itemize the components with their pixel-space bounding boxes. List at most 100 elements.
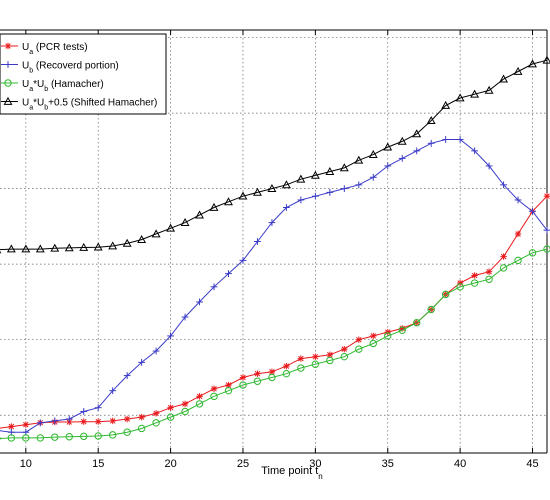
data-point	[94, 404, 102, 412]
data-point	[8, 423, 15, 430]
data-point	[65, 415, 73, 423]
data-point	[542, 55, 550, 64]
data-point	[485, 275, 493, 283]
data-point	[283, 204, 290, 211]
data-point	[485, 268, 493, 275]
data-point	[196, 393, 203, 400]
data-point	[166, 413, 175, 421]
data-point	[80, 432, 88, 441]
data-point	[325, 166, 335, 176]
data-point	[239, 381, 247, 389]
data-point	[210, 385, 218, 392]
data-point	[397, 136, 407, 145]
data-point	[80, 418, 87, 425]
data-point	[369, 339, 377, 348]
data-point	[513, 66, 523, 75]
data-point	[354, 155, 364, 164]
data-point	[456, 279, 464, 287]
data-point	[514, 256, 522, 265]
data-point	[253, 377, 262, 385]
data-point	[254, 238, 261, 245]
data-point	[267, 183, 277, 193]
data-point	[137, 424, 146, 433]
data-point	[64, 243, 74, 252]
data-point	[528, 59, 537, 68]
data-point	[35, 244, 45, 253]
data-point	[543, 192, 550, 200]
data-point	[151, 229, 161, 238]
data-point	[529, 207, 536, 215]
data-point	[311, 192, 319, 200]
data-point	[195, 400, 204, 408]
data-point	[500, 181, 507, 189]
data-point	[455, 93, 465, 102]
data-point	[398, 155, 406, 162]
data-point	[355, 336, 362, 343]
data-point	[109, 417, 116, 425]
data-point	[109, 387, 117, 395]
data-point	[4, 42, 12, 50]
data-point	[311, 360, 320, 368]
data-point	[210, 283, 218, 291]
data-point	[108, 431, 117, 439]
data-point	[441, 290, 450, 299]
series-line	[0, 248, 548, 439]
data-point	[413, 147, 421, 155]
legend-box	[0, 33, 167, 115]
data-point	[138, 358, 146, 366]
data-point	[340, 185, 348, 193]
data-point	[339, 163, 349, 172]
legend-label: Ua*Ub+0.5 (Shifted Hamacher)	[22, 98, 157, 112]
data-point	[296, 174, 306, 183]
x-axis-label: Time point tn	[261, 465, 323, 481]
data-point	[167, 332, 174, 340]
series-pcr-tests	[0, 192, 550, 430]
data-point	[7, 434, 16, 442]
x-tick-label: 15	[92, 458, 104, 470]
data-point	[427, 305, 435, 314]
data-point	[195, 210, 204, 219]
data-point	[297, 355, 305, 362]
data-point	[152, 410, 160, 417]
data-point	[485, 162, 493, 170]
data-point	[297, 196, 305, 204]
data-point	[369, 173, 377, 181]
data-point	[471, 272, 478, 279]
data-point	[152, 419, 160, 427]
data-point	[283, 362, 290, 370]
data-point	[499, 74, 509, 83]
data-point	[355, 181, 363, 189]
data-point	[384, 332, 392, 340]
data-point	[442, 136, 450, 143]
data-point	[471, 147, 479, 155]
data-point	[355, 345, 363, 353]
data-point	[514, 196, 522, 204]
data-point	[224, 197, 233, 206]
data-point	[224, 386, 233, 395]
data-point	[253, 187, 262, 196]
data-point	[268, 219, 276, 227]
series-layer	[0, 55, 550, 442]
legend-entry: Ua*Ub (Hamacher)	[1, 79, 104, 93]
series-recoverd-portion	[0, 136, 550, 436]
x-tick-label: 25	[237, 458, 249, 470]
data-point	[123, 415, 131, 423]
x-tick-label: 40	[454, 458, 466, 470]
data-point	[122, 238, 132, 247]
data-point	[254, 370, 261, 377]
legend-entry: Ua*Ub+0.5 (Shifted Hamacher)	[1, 96, 157, 112]
data-point	[412, 129, 422, 138]
legend-entry: Ub (Recoverd portion)	[1, 61, 119, 74]
data-point	[22, 421, 30, 428]
series-hamacher	[0, 245, 550, 442]
data-point	[312, 353, 319, 360]
data-point	[181, 400, 189, 408]
legend: Ua (PCR tests) Ub (Recoverd portion) Ua*Ub…	[0, 33, 167, 115]
data-point	[6, 244, 16, 253]
data-point	[281, 180, 291, 189]
data-point	[268, 373, 276, 382]
data-point	[167, 404, 174, 411]
data-point	[123, 372, 131, 379]
x-tick-label: 10	[20, 458, 32, 470]
data-point	[499, 264, 508, 272]
